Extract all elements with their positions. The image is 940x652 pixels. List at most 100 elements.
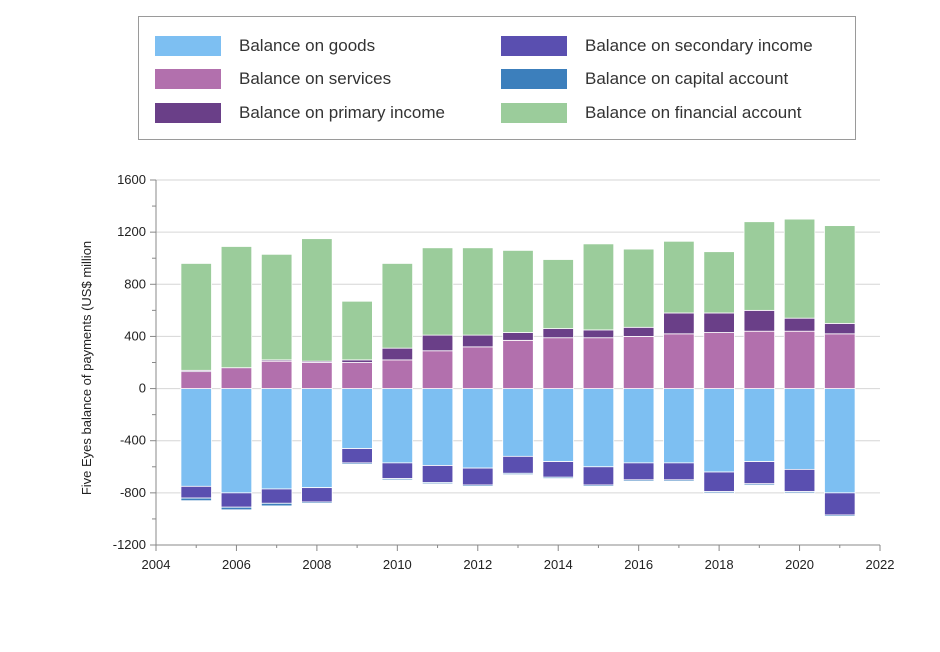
bar-segment [180, 371, 212, 389]
bar-segment [381, 359, 414, 389]
bar-segment [381, 263, 414, 349]
bar-segment [301, 238, 333, 362]
bar-segment [783, 468, 816, 492]
y-tick-label: -800 [120, 485, 146, 500]
legend-swatch [501, 36, 567, 56]
bar-segment [703, 332, 735, 389]
bar-segment [502, 455, 534, 474]
bar-segment [703, 312, 735, 333]
legend-swatch [501, 69, 567, 89]
bar-segment [743, 483, 776, 486]
bar-segment [542, 388, 574, 462]
bar-segment [260, 488, 293, 504]
bar-segment [743, 330, 776, 389]
bar-segment [824, 514, 856, 517]
bar-segment [301, 362, 333, 389]
legend-item-primary-income: Balance on primary income [155, 101, 445, 125]
x-tick-label: 2006 [222, 557, 251, 572]
bar-segment [622, 326, 655, 337]
x-tick-label: 2022 [866, 557, 895, 572]
legend-label: Balance on capital account [585, 69, 789, 88]
bar-segment [663, 479, 695, 482]
bar-segment [220, 388, 253, 494]
bar-segment [783, 491, 816, 494]
bar-segment [341, 462, 373, 465]
bar-segment [622, 336, 655, 389]
legend-swatch [155, 103, 221, 123]
x-tick-label: 2016 [624, 557, 653, 572]
bar-segment [421, 482, 454, 485]
bar-segment [824, 492, 856, 516]
bar-segment [502, 388, 534, 457]
bar-segment [180, 263, 212, 371]
bar-segment [341, 448, 373, 464]
bar-segment [341, 300, 373, 361]
y-tick-label: 1600 [117, 172, 146, 187]
bar-segment [743, 309, 776, 332]
bar-segment [582, 466, 615, 486]
bar-segment [743, 221, 776, 311]
y-axis-title: Five Eyes balance of payments (US$ milli… [79, 241, 94, 495]
bar-segment [824, 322, 856, 335]
bar-segment [301, 487, 333, 503]
bar-segment [381, 388, 414, 464]
bar-segment [582, 484, 615, 487]
y-tick-label: 0 [139, 381, 146, 396]
x-tick-label: 2012 [463, 557, 492, 572]
bar-segment [301, 501, 333, 504]
bar-segment [783, 388, 816, 470]
bar-segment [381, 478, 414, 481]
bar-segment [502, 249, 534, 333]
chart-legend: Balance on goods Balance on services Bal… [138, 16, 856, 140]
y-tick-label: -400 [120, 433, 146, 448]
x-tick-label: 2010 [383, 557, 412, 572]
bar-segment [180, 497, 212, 502]
bar-segment [542, 461, 574, 478]
bar-segment [341, 362, 373, 389]
bar-segment [260, 360, 293, 389]
legend-item-financial-account: Balance on financial account [501, 101, 801, 125]
bar-segment [542, 337, 574, 389]
legend-swatch [155, 36, 221, 56]
bar-segment [462, 247, 494, 336]
bar-segment [341, 388, 373, 449]
bar-segment [622, 479, 655, 482]
legend-label: Balance on services [239, 69, 392, 88]
bar-segment [824, 333, 856, 389]
bar-segment [502, 332, 534, 341]
bar-segment [783, 330, 816, 389]
bar-segment [663, 388, 695, 464]
bar-segment [622, 248, 655, 328]
legend-swatch [155, 69, 221, 89]
bar-segment [622, 388, 655, 464]
bar-segment [703, 491, 735, 494]
bar-segment [220, 506, 253, 511]
bar-segment [783, 317, 816, 332]
bar-segment [220, 246, 253, 369]
bar-segment [220, 367, 253, 389]
bar-segment [542, 476, 574, 479]
bar-segment [542, 328, 574, 339]
axes-layer: 1600 1200 800 400 0 -400 -800 -1200 2004 2006 2008… [113, 172, 895, 572]
bar-segment [462, 346, 494, 389]
legend-item-secondary-income: Balance on secondary income [501, 34, 813, 58]
bar-segment [743, 461, 776, 485]
x-tick-label: 2018 [705, 557, 734, 572]
bar-segment [421, 350, 454, 389]
legend-label: Balance on goods [239, 36, 376, 55]
y-tick-label: 400 [124, 328, 146, 343]
bar-segment [462, 484, 494, 487]
bar-segment [582, 388, 615, 468]
bar-segment [663, 333, 695, 389]
bar-segment [421, 465, 454, 483]
legend-label: Balance on secondary income [585, 36, 813, 55]
legend-label: Balance on primary income [239, 103, 445, 122]
bar-segment [582, 329, 615, 339]
legend-label: Balance on financial account [585, 103, 802, 122]
bar-segment [663, 462, 695, 481]
x-tick-label: 2008 [302, 557, 331, 572]
y-tick-label: 800 [124, 276, 146, 291]
legend-item-capital-account: Balance on capital account [501, 67, 788, 91]
bar-segment [180, 388, 212, 487]
bar-segment [824, 225, 856, 324]
